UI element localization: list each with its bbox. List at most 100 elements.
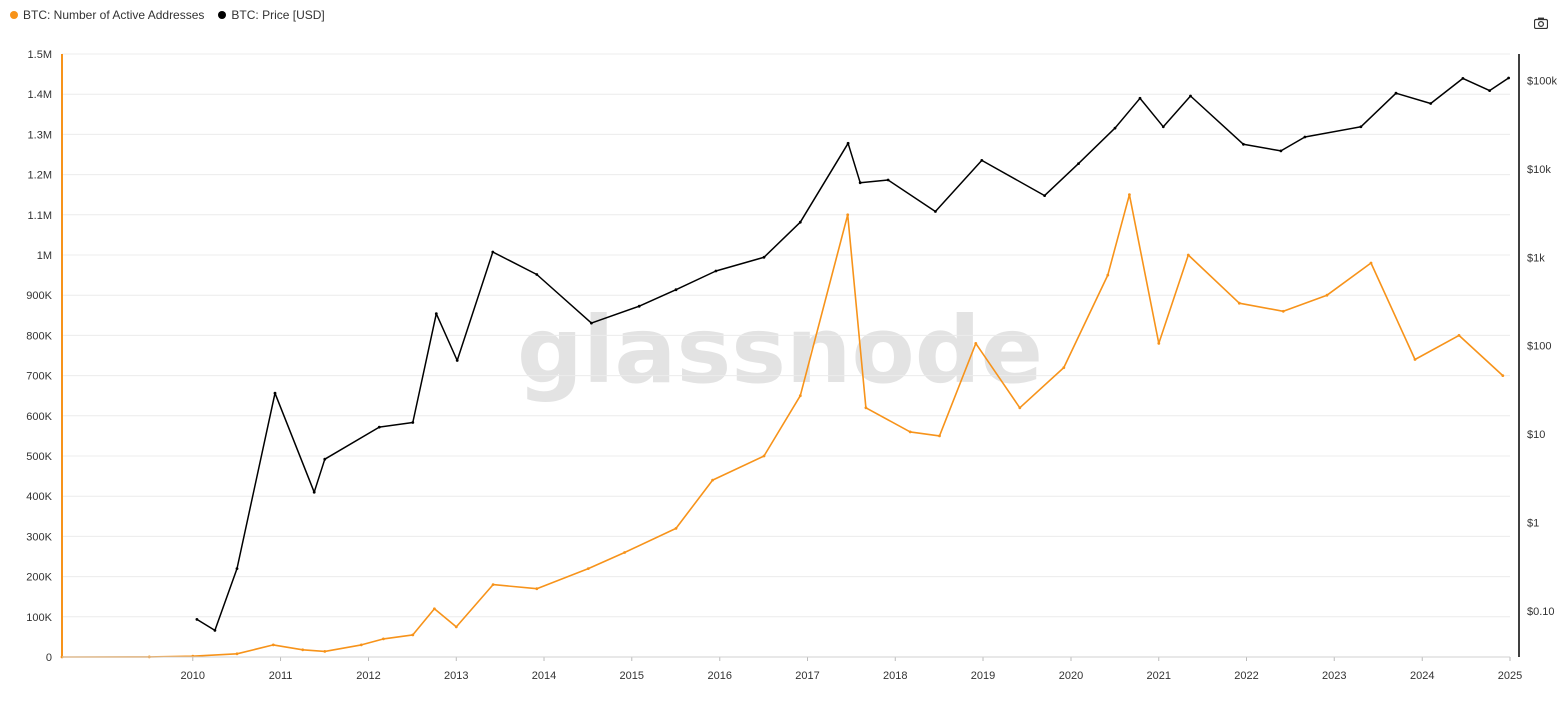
price-point	[1488, 89, 1491, 92]
price-point	[455, 359, 459, 362]
camera-icon[interactable]	[1533, 16, 1549, 30]
active-addresses-point	[798, 394, 802, 398]
active-addresses-point	[938, 434, 941, 438]
active-addresses-point	[711, 478, 714, 482]
price-point	[491, 250, 495, 254]
y-left-tick-label: 800K	[26, 330, 52, 342]
x-tick-label: 2011	[269, 670, 293, 682]
price-point	[846, 141, 850, 145]
price-point	[195, 618, 199, 621]
price-point	[1138, 96, 1142, 100]
active-addresses-line	[61, 193, 1504, 658]
active-addresses-point	[1062, 366, 1066, 369]
price-point	[762, 255, 766, 259]
y-left-tick-label: 1.4M	[28, 89, 52, 101]
active-addresses-point	[433, 607, 436, 611]
active-addresses-point	[864, 406, 868, 410]
price-point	[434, 312, 438, 316]
price-point	[674, 288, 678, 292]
price-point	[980, 159, 984, 162]
y-left-tick-label: 600K	[26, 411, 52, 423]
legend-dot-price	[218, 11, 227, 19]
active-addresses-point	[235, 652, 239, 656]
legend-label-active-addresses: BTC: Number of Active Addresses	[23, 8, 205, 22]
active-addresses-point	[1281, 309, 1285, 313]
y-left-tick-label: 1M	[37, 250, 52, 262]
price-point	[1303, 135, 1307, 139]
y-left-tick-label: 1.5M	[28, 49, 52, 61]
price-point	[886, 178, 890, 182]
active-addresses-point	[1237, 301, 1241, 305]
active-addresses-point	[674, 527, 678, 530]
x-tick-label: 2024	[1410, 670, 1434, 682]
watermark: glassnode	[517, 297, 1043, 404]
y-axis-left-ticks: 0 100K 200K 300K 400K 500K 600K 700K 800K 900K 1M 1…	[26, 49, 52, 664]
legend-item-active-addresses[interactable]: BTC: Number of Active Addresses	[10, 8, 204, 22]
active-addresses-point	[382, 637, 385, 641]
y-left-tick-label: 400K	[26, 491, 52, 503]
active-addresses-point	[1018, 406, 1022, 410]
active-addresses-point	[1369, 261, 1373, 265]
price-point	[858, 181, 862, 185]
active-addresses-point	[846, 213, 850, 217]
active-addresses-point	[301, 648, 305, 652]
active-addresses-point	[1413, 358, 1417, 361]
price-point	[1394, 91, 1398, 95]
active-addresses-point	[1186, 253, 1190, 257]
legend-dot-active-addresses	[10, 11, 18, 19]
y-left-tick-label: 900K	[26, 290, 52, 302]
price-point	[535, 273, 539, 276]
y-axis-right-ticks: $0.10 $1 $10 $100 $1k $10k $100k	[1527, 76, 1557, 618]
active-addresses-series	[60, 193, 1505, 659]
y-left-tick-label: 100K	[26, 612, 52, 624]
price-point	[1043, 194, 1046, 198]
x-tick-label: 2017	[795, 670, 819, 682]
x-tick-label: 2020	[1059, 670, 1083, 682]
active-addresses-point	[586, 567, 590, 570]
x-tick-label: 2021	[1147, 670, 1171, 682]
gridlines	[62, 53, 1510, 658]
active-addresses-point	[762, 454, 766, 458]
price-point	[235, 567, 239, 570]
price-point	[213, 629, 217, 632]
price-point	[934, 210, 937, 213]
x-tick-label: 2023	[1322, 670, 1346, 682]
active-addresses-point	[411, 633, 415, 637]
y-right-tick-label: $1k	[1527, 252, 1545, 264]
y-right-tick-label: $1	[1527, 517, 1539, 529]
price-point	[323, 457, 327, 461]
x-tick-label: 2012	[356, 670, 380, 682]
y-left-tick-label: 700K	[26, 371, 52, 383]
price-line	[196, 77, 1510, 632]
active-addresses-point	[1501, 374, 1505, 377]
price-point	[1161, 125, 1165, 129]
active-addresses-point	[908, 430, 912, 434]
y-right-tick-label: $100	[1527, 341, 1551, 353]
x-tick-label: 2010	[181, 670, 205, 682]
price-point	[1077, 162, 1080, 166]
active-addresses-point	[491, 583, 495, 586]
y-right-tick-label: $100k	[1527, 76, 1557, 88]
y-left-tick-label: 0	[46, 652, 52, 664]
y-right-tick-label: $10k	[1527, 164, 1551, 176]
active-addresses-point	[1157, 342, 1161, 345]
x-tick-label: 2019	[971, 670, 995, 682]
active-addresses-point	[323, 650, 327, 653]
y-left-tick-label: 1.2M	[28, 170, 52, 182]
y-left-tick-label: 1.1M	[28, 210, 52, 222]
price-point	[411, 421, 415, 424]
price-point	[798, 220, 802, 224]
price-point	[590, 321, 593, 325]
x-tick-label: 2014	[532, 670, 556, 682]
price-point	[312, 490, 316, 494]
active-addresses-point	[271, 643, 275, 647]
active-addresses-point	[1128, 193, 1131, 197]
x-tick-label: 2018	[883, 670, 907, 682]
price-point	[637, 304, 641, 308]
legend-item-price[interactable]: BTC: Price [USD]	[218, 8, 325, 22]
active-addresses-point	[623, 551, 626, 554]
x-tick-label: 2025	[1498, 670, 1522, 682]
price-point	[714, 269, 718, 273]
y-right-tick-label: $10	[1527, 429, 1545, 441]
